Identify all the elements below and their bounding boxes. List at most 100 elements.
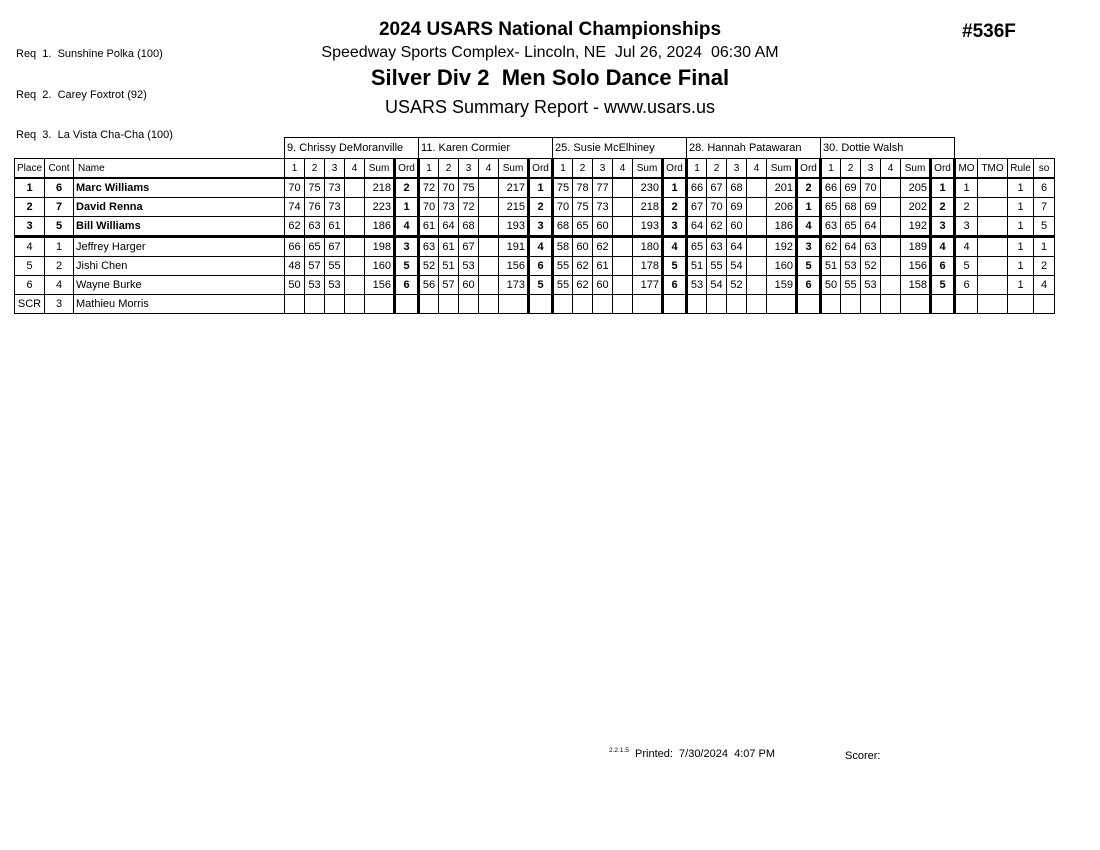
result-row: 4 1 Jeffrey Harger 66 65 67 198 3 63 61 67 191 4 58 60…	[13, 236, 1056, 257]
mark-cell	[726, 294, 748, 314]
mark-cell	[840, 294, 862, 314]
mark-cell: 69	[726, 197, 748, 217]
mark-cell	[572, 294, 594, 314]
col-header-cell: 2	[304, 158, 326, 179]
result-row: 5 2 Jishi Chen 48 57 55 160 5 52 51 53 156 6 55 62 61 17…	[13, 256, 1056, 276]
result-row: 2 7 David Renna 74 76 73 223 1 70 73 72 215 2 70 75 73 2…	[13, 197, 1056, 217]
mark-cell: 52	[726, 275, 748, 295]
col-header-cell: 3	[592, 158, 614, 179]
judge-header-cell: 25. Susie McElhiney	[552, 137, 688, 159]
mark-cell: 69	[860, 197, 882, 217]
document-number: #536F	[962, 21, 1016, 42]
mo-cell: 3	[954, 216, 979, 238]
mark-cell	[706, 294, 728, 314]
ord-cell: 3	[661, 216, 689, 238]
requirement-line: Req 2. Carey Foxtrot (92)	[16, 88, 147, 101]
sum-cell: 160	[364, 256, 396, 276]
name-cell: Jeffrey Harger	[73, 236, 286, 257]
sum-cell: 223	[364, 197, 396, 217]
name-cell: Mathieu Morris	[73, 294, 286, 314]
col-header-cell: 3	[860, 158, 882, 179]
mark-cell: 64	[840, 236, 862, 257]
mark-cell	[344, 177, 366, 198]
mark-cell	[612, 236, 634, 257]
printed-line: 2.2.1.5 Printed: 7/30/2024 4:07 PM	[609, 747, 775, 760]
so-cell: 6	[1033, 177, 1056, 198]
place-cell: SCR	[13, 294, 46, 314]
col-header-cell: 1	[820, 158, 842, 179]
scorer-label: Scorer:	[845, 750, 881, 762]
mark-cell: 63	[860, 236, 882, 257]
ord-cell: 2	[393, 177, 421, 198]
name-cell: Bill Williams	[73, 216, 286, 238]
place-cell: 5	[13, 256, 46, 276]
cont-cell: 2	[44, 256, 75, 276]
mark-cell	[478, 216, 500, 238]
col-header-cell: Place	[13, 158, 46, 179]
mark-cell: 61	[438, 236, 460, 257]
sum-cell: 156	[364, 275, 396, 295]
col-header-cell: 4	[612, 158, 634, 179]
sum-cell: 202	[900, 197, 932, 217]
ord-cell: 3	[527, 216, 555, 238]
mo-cell: 5	[954, 256, 979, 276]
mark-cell: 56	[418, 275, 440, 295]
mark-cell: 50	[820, 275, 842, 295]
mark-cell	[880, 256, 902, 276]
mark-cell	[344, 197, 366, 217]
mark-cell	[612, 275, 634, 295]
mark-cell: 67	[324, 236, 346, 257]
mark-cell: 62	[284, 216, 306, 238]
ord-cell	[661, 294, 689, 314]
ord-cell: 5	[929, 275, 957, 295]
result-row: SCR 3 Mathieu Morris	[13, 294, 1056, 314]
sum-cell: 192	[900, 216, 932, 238]
sum-cell: 193	[632, 216, 664, 238]
mark-cell	[478, 294, 500, 314]
ord-cell	[795, 294, 823, 314]
mark-cell: 62	[820, 236, 842, 257]
place-cell: 2	[13, 197, 46, 217]
corner-spacer	[15, 138, 285, 159]
mark-cell: 68	[458, 216, 480, 238]
mark-cell: 75	[572, 197, 594, 217]
col-header-cell: Ord	[393, 158, 421, 179]
col-header-cell: 2	[840, 158, 862, 179]
ord-cell: 4	[527, 236, 555, 257]
mark-cell	[344, 216, 366, 238]
mark-cell: 65	[304, 236, 326, 257]
judge-header-row: 9. Chrissy DeMoranville 11. Karen Cormier…	[15, 137, 1055, 159]
sum-cell: 159	[766, 275, 798, 295]
col-header-cell: 1	[284, 158, 306, 179]
ord-cell: 4	[393, 216, 421, 238]
mark-cell: 62	[706, 216, 728, 238]
mark-cell: 73	[438, 197, 460, 217]
ord-cell: 1	[527, 177, 555, 198]
ord-cell: 2	[795, 177, 823, 198]
mark-cell: 75	[458, 177, 480, 198]
place-cell: 1	[13, 177, 46, 198]
mark-cell: 60	[726, 216, 748, 238]
col-header-cell: 1	[552, 158, 574, 179]
col-header-cell: so	[1033, 158, 1056, 179]
mark-cell: 64	[726, 236, 748, 257]
mark-cell: 70	[552, 197, 574, 217]
mark-cell	[612, 177, 634, 198]
mark-cell	[458, 294, 480, 314]
sum-cell: 192	[766, 236, 798, 257]
ord-cell: 5	[795, 256, 823, 276]
mark-cell: 54	[726, 256, 748, 276]
mark-cell: 51	[820, 256, 842, 276]
ord-cell: 6	[661, 275, 689, 295]
rule-cell	[1007, 294, 1035, 314]
mark-cell	[746, 197, 768, 217]
so-cell: 4	[1033, 275, 1056, 295]
sum-cell: 158	[900, 275, 932, 295]
mark-cell	[746, 294, 768, 314]
ord-cell: 4	[661, 236, 689, 257]
mark-cell: 73	[324, 177, 346, 198]
mark-cell: 60	[592, 275, 614, 295]
mo-cell: 6	[954, 275, 979, 295]
col-header-cell: Ord	[795, 158, 823, 179]
mark-cell: 57	[304, 256, 326, 276]
